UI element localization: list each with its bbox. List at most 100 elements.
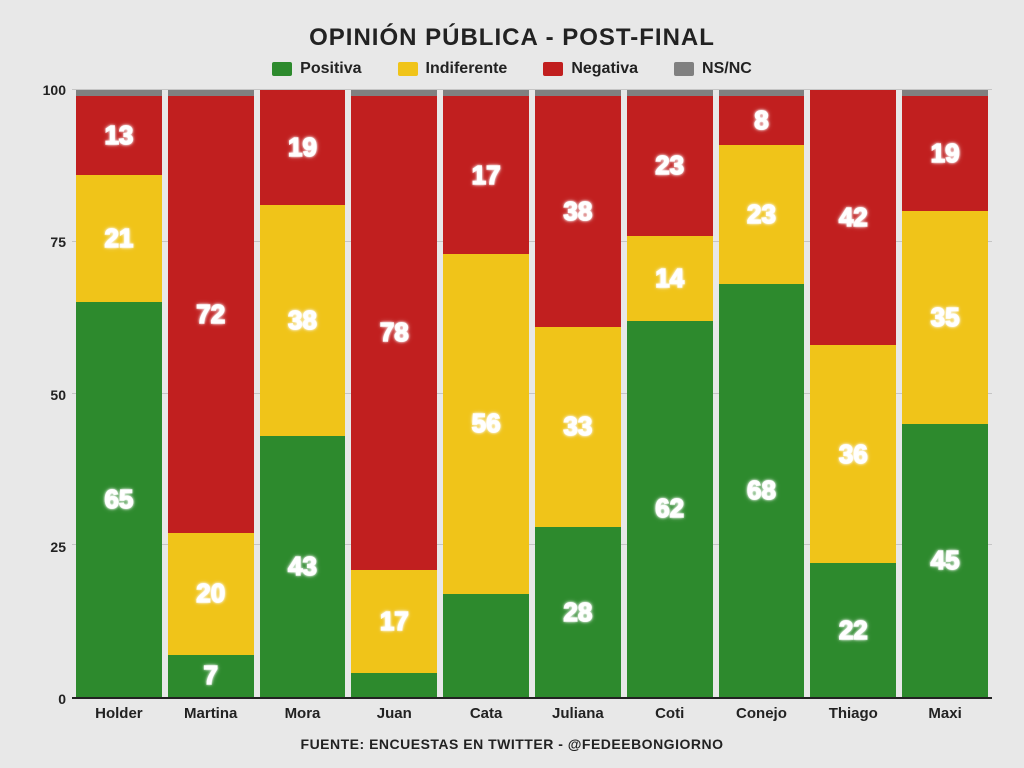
bar-juan: 1778 (351, 90, 437, 697)
segment-indiferente: 20 (168, 533, 254, 654)
bar-coti: 62 14 23 (627, 90, 713, 697)
segment-nsnc (168, 90, 254, 96)
segment-positiva: 62 (627, 321, 713, 697)
bars-container: 6521137207243381917785617283338621423682… (72, 90, 992, 697)
segment-positiva: 65 (76, 302, 162, 697)
segment-indiferente: 17 (351, 570, 437, 673)
x-label: Coti (627, 705, 713, 722)
segment-indiferente: 14 (627, 236, 713, 321)
segment-positiva (351, 673, 437, 697)
value-label: 17 (472, 160, 501, 191)
segment-indiferente: 36 (810, 345, 896, 564)
value-label: 65 (104, 484, 133, 515)
value-label: 38 (288, 305, 317, 336)
value-label: 72 (196, 299, 225, 330)
segment-negativa: 13 (76, 96, 162, 175)
value-label: 36 (839, 439, 868, 470)
legend-label: Indiferente (426, 60, 508, 78)
value-label: 42 (839, 202, 868, 233)
segment-negativa: 23 (627, 96, 713, 236)
segment-positiva: 45 (902, 424, 988, 697)
segment-indiferente: 33 (535, 327, 621, 527)
segment-positiva: 28 (535, 527, 621, 697)
y-axis: 0255075100 (32, 90, 72, 699)
segment-nsnc (76, 90, 162, 96)
x-label: Mora (260, 705, 346, 722)
segment-indiferente: 21 (76, 175, 162, 302)
segment-positiva (443, 594, 529, 697)
segment-positiva: 22 (810, 563, 896, 697)
bar-martina: 7 20 72 (168, 90, 254, 697)
legend-item-positiva: Positiva (272, 60, 361, 78)
plot-area: 0255075100 65211372072433819177856172833… (32, 90, 992, 699)
x-label: Conejo (719, 705, 805, 722)
value-label: 28 (563, 597, 592, 628)
value-label: 13 (104, 120, 133, 151)
legend-item-negativa: Negativa (543, 60, 638, 78)
bar-conejo: 68 23 8 (719, 90, 805, 697)
segment-nsnc (351, 90, 437, 96)
segment-negativa: 19 (260, 90, 346, 205)
value-label: 43 (288, 551, 317, 582)
value-label: 8 (754, 105, 768, 136)
legend: Positiva Indiferente Negativa NS/NC (32, 60, 992, 78)
y-tick: 25 (50, 539, 66, 555)
segment-nsnc (443, 90, 529, 96)
legend-label: Positiva (300, 60, 361, 78)
value-label: 68 (747, 475, 776, 506)
segment-negativa: 8 (719, 96, 805, 145)
segment-positiva: 68 (719, 284, 805, 697)
value-label: 78 (380, 317, 409, 348)
y-tick: 0 (58, 691, 66, 707)
value-label: 62 (655, 493, 684, 524)
segment-negativa: 78 (351, 96, 437, 569)
legend-label: Negativa (571, 60, 638, 78)
segment-indiferente: 38 (260, 205, 346, 436)
x-label: Maxi (902, 705, 988, 722)
value-label: 22 (839, 615, 868, 646)
value-label: 56 (472, 408, 501, 439)
segment-negativa: 42 (810, 90, 896, 345)
value-label: 21 (104, 223, 133, 254)
value-label: 7 (203, 660, 217, 691)
legend-swatch (272, 62, 292, 76)
y-tick: 75 (50, 234, 66, 250)
value-label: 14 (655, 263, 684, 294)
y-tick: 100 (43, 82, 66, 98)
x-axis-labels: Holder Martina Mora Juan Cata Juliana Coti Cone… (72, 705, 992, 722)
bar-holder: 65 21 13 (76, 90, 162, 697)
segment-negativa: 17 (443, 96, 529, 254)
legend-item-nsnc: NS/NC (674, 60, 752, 78)
chart-canvas: 6521137207243381917785617283338621423682… (72, 90, 992, 699)
bar-cata: 56 17 (443, 90, 529, 697)
chart-title: OPINIÓN PÚBLICA - POST-FINAL (32, 24, 992, 52)
legend-swatch (674, 62, 694, 76)
segment-negativa: 38 (535, 96, 621, 327)
x-label: Martina (168, 705, 254, 722)
segment-positiva: 43 (260, 436, 346, 697)
value-label: 35 (931, 302, 960, 333)
segment-nsnc (627, 90, 713, 96)
x-label: Juliana (535, 705, 621, 722)
segment-nsnc (535, 90, 621, 96)
y-tick: 50 (50, 387, 66, 403)
x-label: Cata (443, 705, 529, 722)
legend-label: NS/NC (702, 60, 752, 78)
value-label: 38 (563, 196, 592, 227)
bar-mora: 43 38 19 (260, 90, 346, 697)
bar-juliana: 28 33 38 (535, 90, 621, 697)
x-label: Juan (351, 705, 437, 722)
legend-swatch (398, 62, 418, 76)
value-label: 19 (288, 132, 317, 163)
value-label: 20 (196, 578, 225, 609)
x-label: Holder (76, 705, 162, 722)
chart-footer: FUENTE: ENCUESTAS EN TWITTER - @FEDEEBON… (32, 736, 992, 752)
value-label: 23 (655, 150, 684, 181)
segment-negativa: 72 (168, 96, 254, 533)
segment-nsnc (719, 90, 805, 96)
value-label: 33 (563, 411, 592, 442)
value-label: 19 (931, 138, 960, 169)
value-label: 17 (380, 606, 409, 637)
segment-indiferente: 56 (443, 254, 529, 594)
segment-indiferente: 23 (719, 145, 805, 285)
